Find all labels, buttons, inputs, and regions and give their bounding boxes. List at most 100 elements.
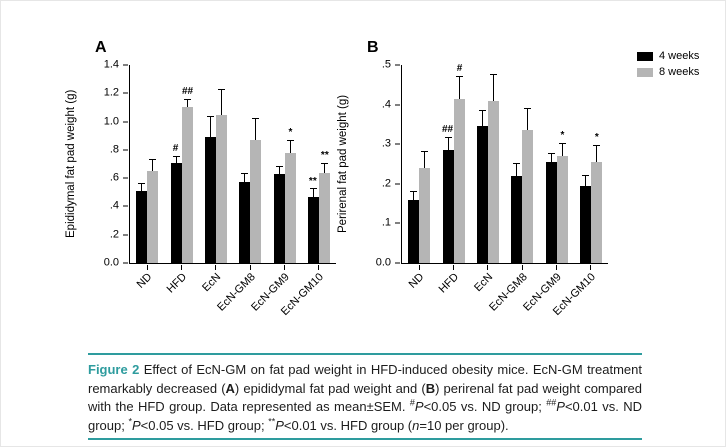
caption-segment: B [425,380,436,396]
x-tick-mark [521,264,523,270]
caption-segment: * [128,416,132,427]
y-tick-label: 1.0 [103,115,119,128]
bar [408,199,420,263]
caption-segment: # [409,397,415,408]
bar [204,137,216,263]
y-tick-mark [395,262,400,264]
caption-segment: ) epididymal fat pad weight and ( [234,380,426,396]
bar [273,173,285,263]
bar [556,156,568,263]
y-tick-mark [123,149,128,151]
y-tick-label: .8 [109,143,119,156]
y-tick-label: .4 [109,199,119,212]
error-bar [516,164,518,176]
caption-segment: =10 per group). [419,417,509,433]
error-bar [458,76,460,99]
significance-marker: # [456,62,463,74]
x-tick-mark [181,264,182,270]
error-bar-cap [172,155,180,157]
legend-item: 8 weeks [637,67,699,78]
y-tick-mark [123,234,128,236]
error-bar-cap [581,174,589,176]
x-tick-mark [556,264,557,270]
x-tick-mark [590,264,592,270]
panel-a-y-axis: 0.0 .2 .4 .6 .8 1.0 1.2 1.4 [95,59,128,268]
y-tick-label: 1.4 [103,58,119,71]
legend-item: 4 weeks [637,51,699,62]
legend-label: 8 weeks [659,66,700,78]
y-tick-label: .1 [381,216,391,229]
error-bar-cap [558,143,566,145]
error-bar [424,152,426,168]
bar [419,167,431,263]
bar [307,196,319,263]
error-bar [312,189,314,197]
error-bar [481,110,483,127]
error-bar [141,183,143,191]
significance-marker: ## [441,124,454,136]
caption-segment: <0.05 vs. ND group; [423,399,547,414]
y-tick-mark [395,64,400,66]
y-tick-label: 0.0 [375,256,391,269]
x-tick-mark [453,264,454,270]
error-bar-cap [455,75,463,77]
y-tick-label: .5 [381,58,391,71]
bar [147,171,159,263]
error-bar [323,164,325,173]
bar [522,130,534,263]
bar [590,162,602,263]
bar [511,175,523,263]
bar [487,100,499,263]
error-bar [278,166,280,174]
y-tick-mark [123,205,128,207]
caption-segment: <0.01 vs. ND group; [88,399,643,433]
x-tick-mark [249,264,251,270]
bar [579,185,591,263]
bar [181,107,193,263]
caption-segment: A [225,380,235,396]
legend-swatch [637,68,653,77]
error-bar-cap [149,158,157,160]
error-bar-cap [524,107,532,109]
caption-segment: Effect of EcN-GM on fat pad weight in HF… [88,362,642,396]
error-bar-cap [286,140,294,142]
error-bar-cap [309,188,317,190]
x-tick-mark [318,264,320,270]
error-bar-cap [275,165,283,167]
error-bar-cap [241,172,249,174]
panel-b-label: B [367,39,379,56]
y-tick-mark [123,121,128,123]
caption-segment: P [132,417,141,433]
significance-marker: ## [181,86,194,98]
caption-segment: ) perirenal fat pad weight compared with… [88,380,643,415]
figure-number-label: Figure 2 [88,362,140,377]
caption-segment: ## [546,397,557,408]
y-tick-mark [395,183,400,185]
y-tick-mark [395,222,400,224]
error-bar [186,100,188,108]
error-bar [447,138,449,151]
y-tick-label: 1.2 [103,86,119,99]
error-bar [220,90,222,115]
error-bar-cap [183,99,191,101]
bar [476,126,488,263]
error-bar [289,141,291,153]
bar [136,190,148,263]
error-bar [152,159,154,172]
bar [545,162,557,263]
bar [318,172,330,263]
y-tick-label: .6 [109,171,119,184]
caption-bottom-rule [88,438,642,440]
y-tick-label: .2 [381,177,391,190]
y-tick-mark [123,92,128,94]
error-bar-cap [138,182,146,184]
error-bar-cap [206,116,214,118]
bar [239,182,251,263]
x-category-label: ND [406,271,427,291]
error-bar-cap [489,73,497,75]
error-bar-cap [320,163,328,164]
caption-top-rule [88,353,642,355]
